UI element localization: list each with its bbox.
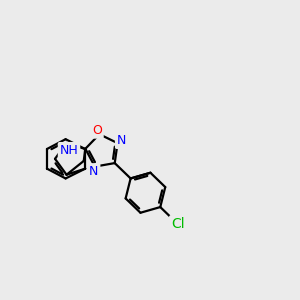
Text: Cl: Cl bbox=[171, 217, 185, 231]
Text: N: N bbox=[89, 165, 99, 178]
Text: NH: NH bbox=[60, 144, 78, 157]
Text: O: O bbox=[92, 124, 102, 137]
Text: N: N bbox=[117, 134, 126, 147]
